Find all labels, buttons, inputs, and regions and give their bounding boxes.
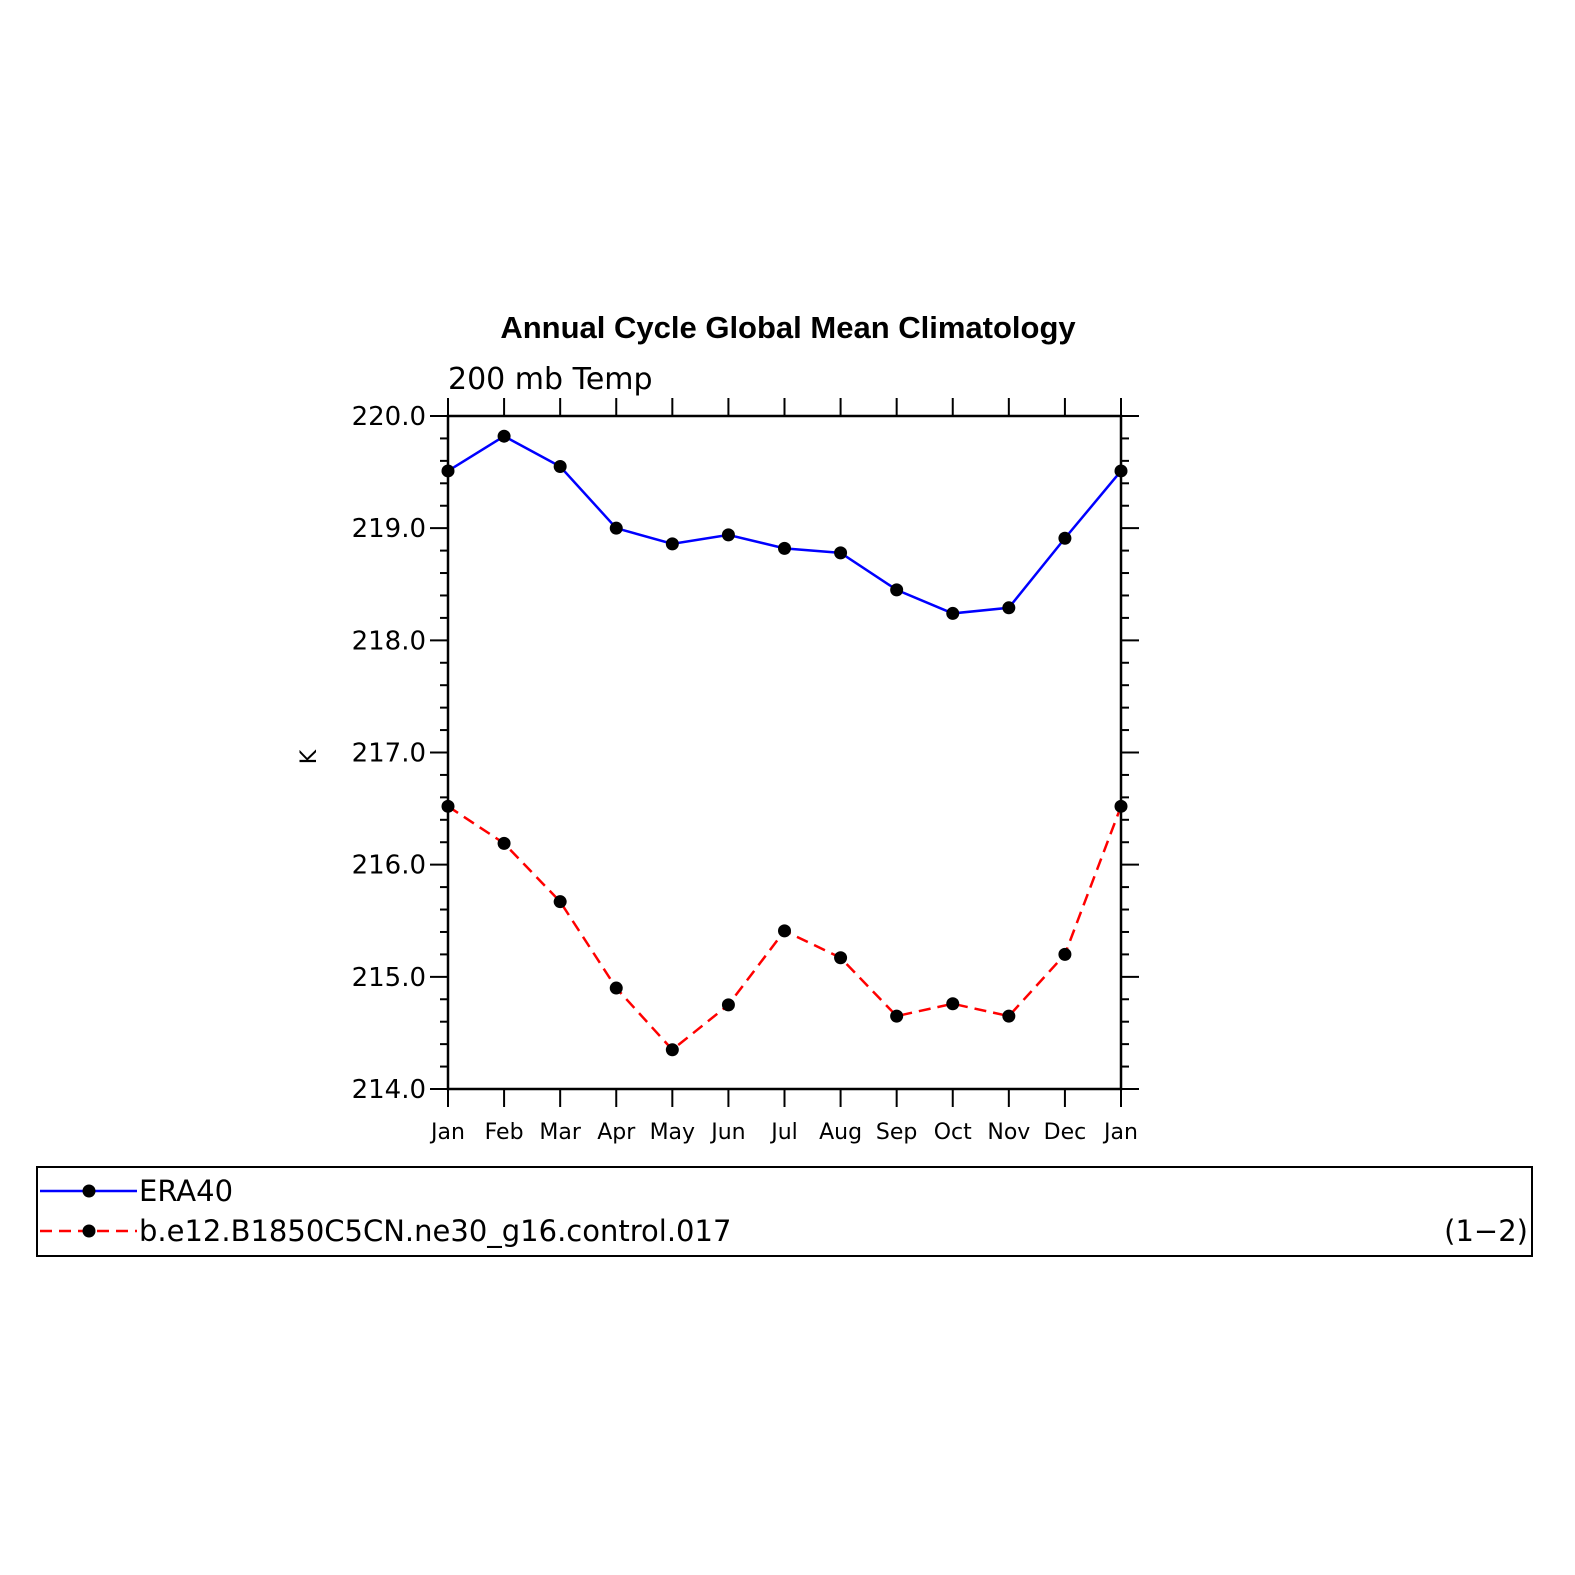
data-point bbox=[609, 521, 623, 535]
x-tick-label: Aug bbox=[819, 1120, 862, 1145]
x-tick-label: Jul bbox=[769, 1120, 798, 1145]
data-point bbox=[497, 429, 511, 443]
legend-note: (1−2) bbox=[1444, 1214, 1528, 1248]
data-point bbox=[890, 1009, 904, 1023]
x-tick-label: May bbox=[650, 1120, 695, 1145]
legend-box bbox=[36, 1166, 1533, 1257]
data-point bbox=[441, 799, 455, 813]
data-point bbox=[497, 836, 511, 850]
data-point bbox=[1058, 531, 1072, 545]
data-point bbox=[665, 537, 679, 551]
data-point bbox=[721, 998, 735, 1012]
x-tick-label: Mar bbox=[539, 1120, 581, 1145]
y-tick-label: 220.0 bbox=[352, 402, 426, 432]
y-tick-label: 219.0 bbox=[352, 514, 426, 544]
legend-marker bbox=[82, 1184, 96, 1198]
data-point bbox=[553, 459, 567, 473]
legend: ERA40 b.e12.B1850C5CN.ne30_g16.control.01… bbox=[36, 1166, 1533, 1257]
x-tick-label: Apr bbox=[597, 1120, 636, 1145]
y-tick-label: 217.0 bbox=[352, 739, 426, 769]
data-point bbox=[946, 606, 960, 620]
x-tick-label: Nov bbox=[987, 1120, 1030, 1145]
data-point bbox=[778, 541, 791, 555]
data-point bbox=[834, 951, 848, 965]
data-point bbox=[1002, 601, 1016, 615]
data-point bbox=[1114, 464, 1128, 478]
data-point bbox=[778, 924, 791, 938]
legend-marker bbox=[82, 1224, 96, 1238]
x-tick-label: Feb bbox=[485, 1120, 524, 1145]
plot-area: 214.0 215.0 216.0 217.0 218.0 219.0 220.0 Jan Fe… bbox=[352, 398, 1139, 1145]
data-point bbox=[1058, 947, 1072, 961]
x-tick-label: Oct bbox=[934, 1120, 972, 1145]
data-point bbox=[609, 981, 623, 995]
x-tick-label: Jan bbox=[1102, 1120, 1138, 1145]
x-tick-label: Jun bbox=[709, 1120, 745, 1145]
y-axis-label: K bbox=[297, 749, 322, 764]
data-point bbox=[553, 895, 567, 909]
plot-frame bbox=[446, 414, 1123, 1091]
y-tick-label: 216.0 bbox=[352, 851, 426, 881]
x-tick-label: Dec bbox=[1044, 1120, 1087, 1145]
data-point bbox=[946, 997, 960, 1011]
chart-title: Annual Cycle Global Mean Climatology bbox=[500, 310, 1076, 345]
data-point bbox=[890, 583, 904, 597]
y-tick-label: 215.0 bbox=[352, 963, 426, 993]
data-point bbox=[665, 1043, 679, 1057]
x-tick-label: Jan bbox=[429, 1120, 465, 1145]
x-tick-label: Sep bbox=[876, 1120, 917, 1145]
series-line-1 bbox=[447, 434, 1122, 615]
chart-subtitle: 200 mb Temp bbox=[448, 362, 653, 397]
y-tick-label: 218.0 bbox=[352, 626, 426, 656]
data-point bbox=[1114, 799, 1128, 813]
data-point bbox=[834, 546, 848, 560]
data-point bbox=[441, 464, 455, 478]
data-point bbox=[1002, 1009, 1016, 1023]
y-tick-label: 214.0 bbox=[352, 1075, 426, 1105]
data-point bbox=[721, 528, 735, 542]
legend-label-2: b.e12.B1850C5CN.ne30_g16.control.017 bbox=[139, 1214, 731, 1248]
legend-label-1: ERA40 bbox=[139, 1174, 233, 1208]
